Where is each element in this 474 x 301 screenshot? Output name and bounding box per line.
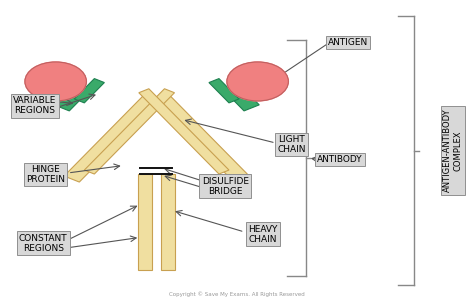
Bar <box>161 175 174 270</box>
Text: ANTIGEN: ANTIGEN <box>328 38 368 47</box>
Text: ANTIBODY: ANTIBODY <box>317 155 363 164</box>
Bar <box>64 95 159 182</box>
Text: VARIABLE
REGIONS: VARIABLE REGIONS <box>13 96 56 115</box>
Text: HEAVY
CHAIN: HEAVY CHAIN <box>248 225 278 244</box>
Bar <box>138 175 152 270</box>
Text: HINGE
PROTEIN: HINGE PROTEIN <box>26 165 65 184</box>
Text: LIGHT
CHAIN: LIGHT CHAIN <box>277 135 306 154</box>
Bar <box>74 79 104 103</box>
Bar <box>154 95 249 182</box>
Text: Copyright © Save My Exams. All Rights Reserved: Copyright © Save My Exams. All Rights Re… <box>169 292 305 297</box>
Text: ANTIGEN-ANTIBODY
COMPLEX: ANTIGEN-ANTIBODY COMPLEX <box>443 109 463 192</box>
Bar <box>139 89 229 174</box>
Bar <box>84 89 174 174</box>
Bar <box>54 85 89 111</box>
Text: DISULFIDE
BRIDGE: DISULFIDE BRIDGE <box>201 177 249 196</box>
Bar <box>224 85 259 111</box>
Text: CONSTANT
REGIONS: CONSTANT REGIONS <box>19 234 67 253</box>
Circle shape <box>227 62 288 101</box>
Bar <box>209 79 239 103</box>
Circle shape <box>25 62 86 101</box>
